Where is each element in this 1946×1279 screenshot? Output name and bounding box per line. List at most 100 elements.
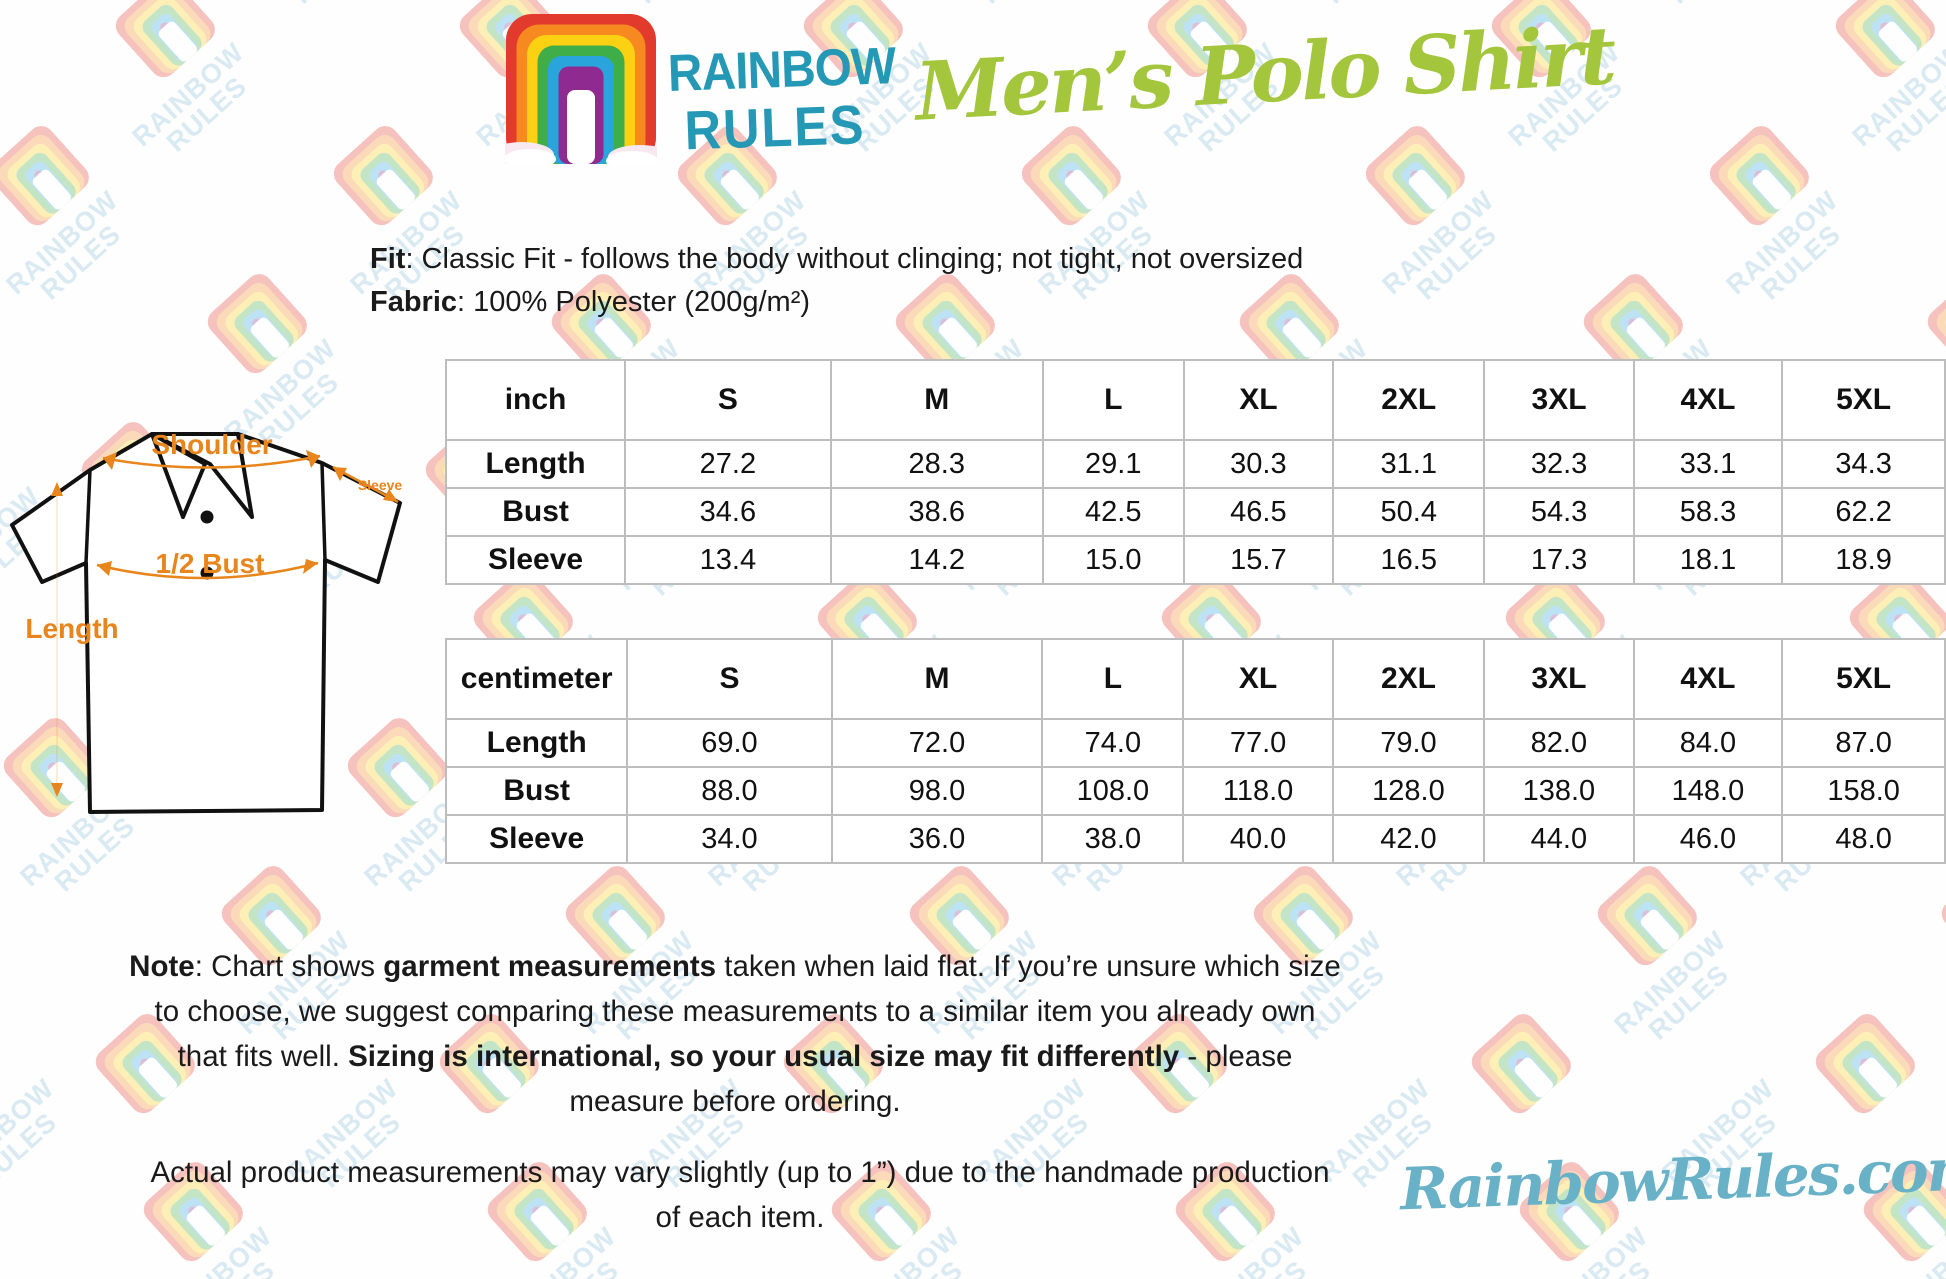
measurement-value-cell: 29.1 xyxy=(1041,439,1185,489)
size-header-cell: 3XL xyxy=(1483,359,1635,441)
watermark-rainbow-icon xyxy=(1360,121,1474,235)
fabric-line: Fabric: 100% Polyester (200g/m²) xyxy=(370,281,1303,324)
watermark-tile xyxy=(1830,0,1944,86)
collar-left-flap xyxy=(150,432,207,519)
size-header-cell: 4XL xyxy=(1632,359,1784,441)
row-label-cell: Length xyxy=(444,718,629,768)
watermark-tile xyxy=(1810,1009,1924,1123)
size-header-cell: 4XL xyxy=(1632,638,1784,720)
bust-measure-line xyxy=(96,561,319,580)
size-header-cell: 5XL xyxy=(1781,359,1946,441)
row-label-cell: Length xyxy=(444,439,627,489)
measurement-value-cell: 42.0 xyxy=(1331,814,1486,864)
fit-label: Fit xyxy=(370,243,406,275)
measurement-value-cell: 34.6 xyxy=(624,487,832,537)
measurement-value-cell: 44.0 xyxy=(1483,814,1635,864)
measurement-value-cell: 62.2 xyxy=(1781,487,1946,537)
site-logo-text: RainbowRules.com xyxy=(1398,1134,1946,1224)
bust-label: 1/2 Bust xyxy=(156,548,265,579)
measurement-value-cell: 48.0 xyxy=(1781,814,1946,864)
row-label-cell: Sleeve xyxy=(444,535,627,585)
measurement-value-cell: 38.6 xyxy=(829,487,1044,537)
measurement-value-cell: 18.9 xyxy=(1781,535,1946,585)
measurement-value-cell: 42.5 xyxy=(1041,487,1185,537)
measurement-value-cell: 46.5 xyxy=(1182,487,1335,537)
measurement-value-cell: 33.1 xyxy=(1632,439,1784,489)
watermark-tile xyxy=(1466,1009,1580,1123)
watermark-rainbow-icon xyxy=(328,121,442,235)
fabric-text: : 100% Polyester (200g/m²) xyxy=(457,286,811,318)
measurement-value-cell: 46.0 xyxy=(1632,814,1784,864)
measurement-value-cell: 36.0 xyxy=(830,814,1044,864)
watermark-rainbow-icon xyxy=(1830,0,1944,86)
watermark-rainbow-icon xyxy=(1592,861,1706,975)
measurement-value-cell: 58.3 xyxy=(1632,487,1784,537)
size-header-cell: 2XL xyxy=(1332,359,1486,441)
size-header-cell: XL xyxy=(1182,359,1335,441)
product-info: Fit: Classic Fit - follows the body with… xyxy=(370,238,1303,324)
watermark-tile xyxy=(0,121,98,235)
measurement-value-cell: 108.0 xyxy=(1041,766,1185,816)
watermark-rainbow-icon xyxy=(1466,1009,1580,1123)
watermark-tile xyxy=(1936,861,1946,975)
brand-wordmark-line1: RAINBOW xyxy=(666,37,897,103)
measurement-value-cell: 34.3 xyxy=(1781,439,1946,489)
row-label-cell: Bust xyxy=(444,766,629,816)
measurement-value-cell: 38.0 xyxy=(1041,814,1185,864)
measurement-value-cell: 88.0 xyxy=(626,766,833,816)
measurement-value-cell: 13.4 xyxy=(624,535,832,585)
cloud-right-highlight xyxy=(606,151,657,164)
size-header-cell: 3XL xyxy=(1483,638,1635,720)
size-header-cell: M xyxy=(830,638,1044,720)
size-header-cell: 5XL xyxy=(1781,638,1946,720)
unit-header-cell: centimeter xyxy=(444,638,629,720)
measurement-value-cell: 30.3 xyxy=(1182,439,1335,489)
measurement-value-cell: 28.3 xyxy=(829,439,1044,489)
measurement-value-cell: 17.3 xyxy=(1483,535,1635,585)
button-bottom xyxy=(200,566,214,580)
note-segment: taken when laid flat. If you’re unsure w… xyxy=(154,950,1341,1073)
watermark-tile xyxy=(1704,121,1818,235)
measurement-value-cell: 16.5 xyxy=(1332,535,1486,585)
fit-text: : Classic Fit - follows the body without… xyxy=(405,243,1304,275)
note-bold-segment: Sizing is international, so your usual s… xyxy=(348,1040,1180,1073)
size-header-row: centimeter S M L XL 2XL 3XL 4XL 5XL xyxy=(444,638,1946,720)
arch-opening xyxy=(567,90,595,164)
armhole-seam-left xyxy=(84,469,92,564)
watermark-tile xyxy=(1592,861,1706,975)
watermark-tile xyxy=(1360,121,1474,235)
size-header-cell: S xyxy=(626,638,833,720)
measurement-value-cell: 84.0 xyxy=(1632,718,1784,768)
rainbow-arch-icon xyxy=(505,14,657,164)
measurement-value-cell: 77.0 xyxy=(1182,718,1334,768)
measurement-value-cell: 34.0 xyxy=(626,814,833,864)
measurement-value-cell: 14.2 xyxy=(829,535,1044,585)
size-header-cell: 2XL xyxy=(1331,638,1486,720)
watermark-rainbow-icon xyxy=(110,0,224,86)
measurement-row: Sleeve 34.0 36.0 38.0 40.0 42.0 44.0 46.0 48.0 xyxy=(444,814,1946,864)
measurement-value-cell: 15.7 xyxy=(1182,535,1335,585)
note-bold-segment: Note xyxy=(129,950,195,983)
shoulder-label: Shoulder xyxy=(151,429,272,460)
size-header-cell: XL xyxy=(1182,638,1334,720)
size-header-row: inch S M L XL 2XL 3XL 4XL 5XL xyxy=(444,359,1946,441)
measurement-row: Length 69.0 72.0 74.0 77.0 79.0 82.0 84.0 87.0 xyxy=(444,718,1946,768)
measurement-value-cell: 74.0 xyxy=(1041,718,1185,768)
measurement-value-cell: 138.0 xyxy=(1483,766,1635,816)
size-header-cell: M xyxy=(829,359,1044,441)
